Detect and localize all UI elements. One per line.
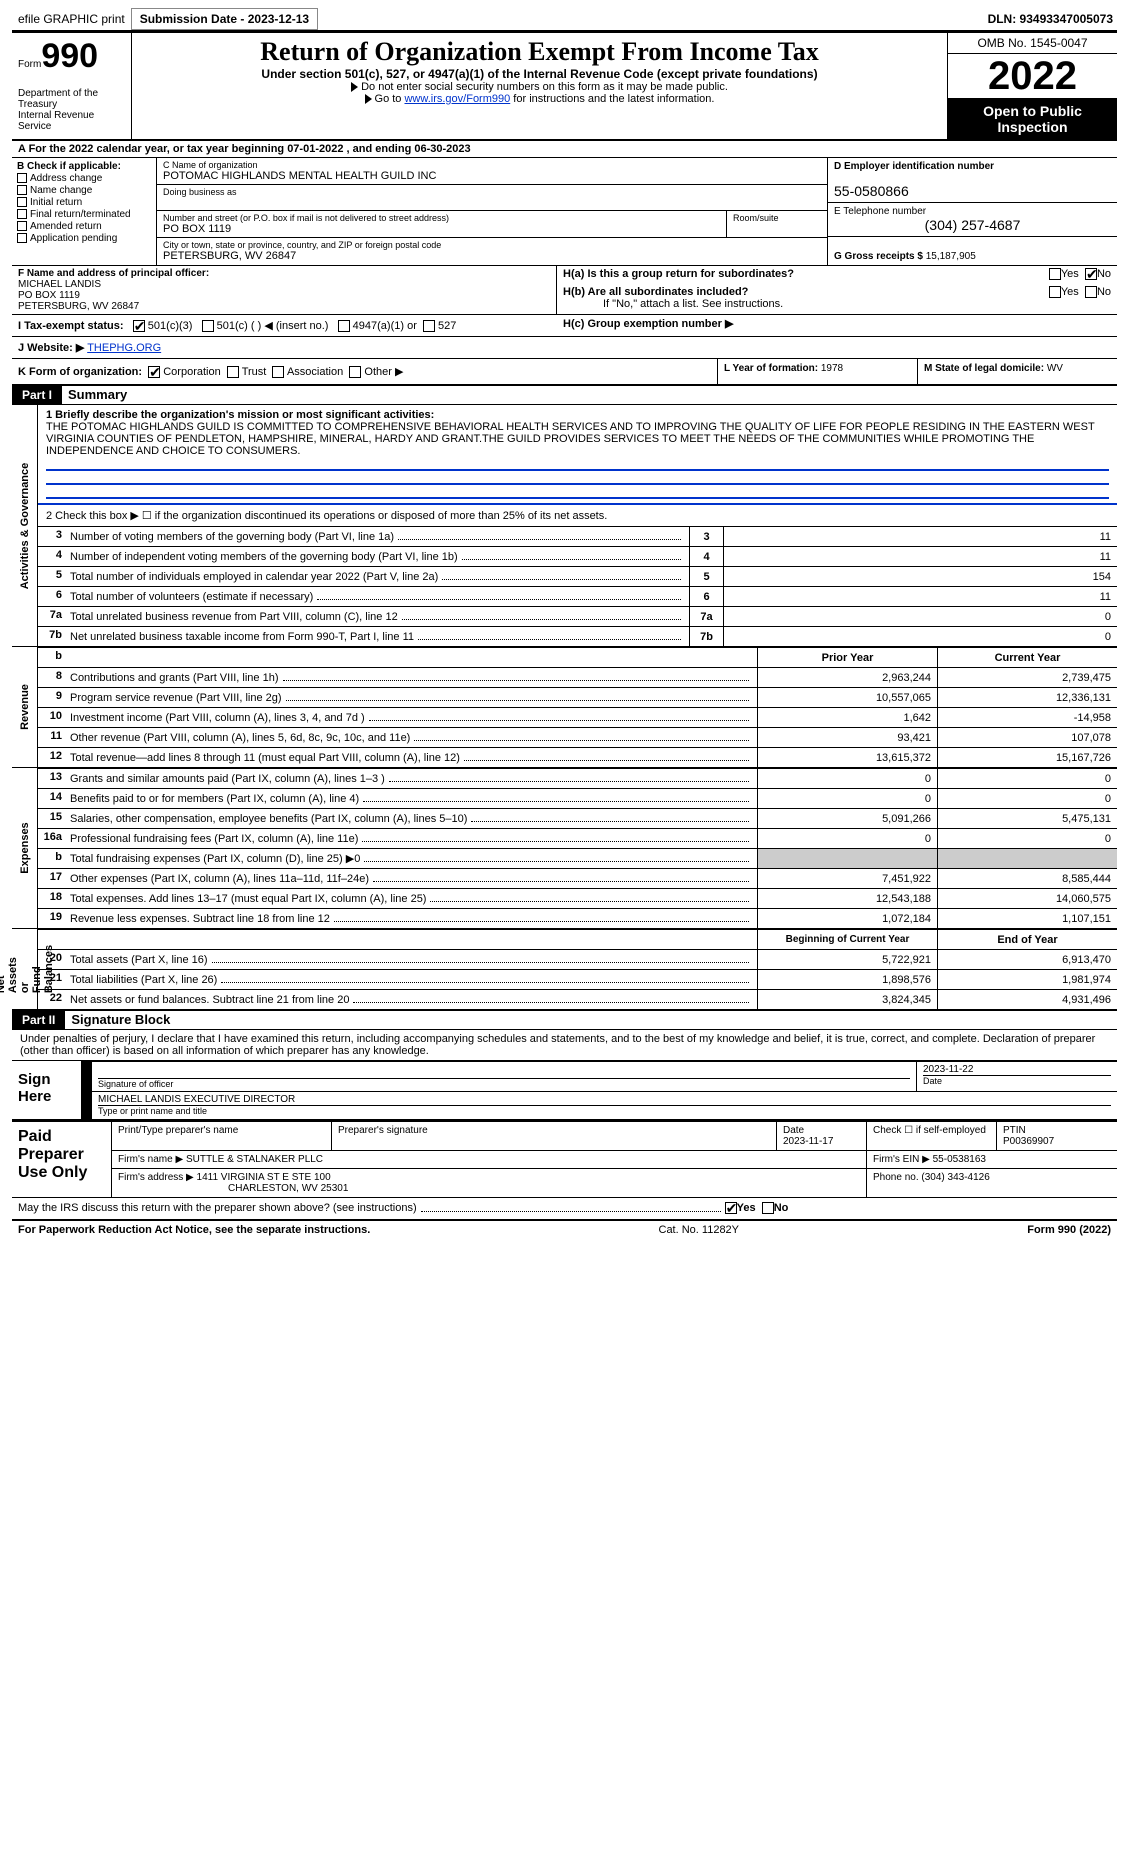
line-4: 4Number of independent voting members of… xyxy=(38,546,1117,566)
row-a-period: A For the 2022 calendar year, or tax yea… xyxy=(12,141,1117,158)
revenue-section: Revenue b Prior YearCurrent Year 8Contri… xyxy=(12,646,1117,767)
omb-number: OMB No. 1545-0047 xyxy=(948,33,1117,54)
check-b-column: B Check if applicable: Address change Na… xyxy=(12,158,157,265)
col-header-row: b Prior YearCurrent Year xyxy=(38,647,1117,667)
website-link[interactable]: THEPHG.ORG xyxy=(87,342,161,354)
line-7b: 7bNet unrelated business taxable income … xyxy=(38,626,1117,646)
dln: DLN: 93493347005073 xyxy=(988,12,1117,26)
vtab-gov: Activities & Governance xyxy=(19,462,31,589)
line-22: 22Net assets or fund balances. Subtract … xyxy=(38,989,1117,1009)
vtab-na: Net Assets or Fund Balances xyxy=(0,945,55,993)
org-name-cell: C Name of organization POTOMAC HIGHLANDS… xyxy=(157,158,827,185)
line-3: 3Number of voting members of the governi… xyxy=(38,526,1117,546)
form-title: Return of Organization Exempt From Incom… xyxy=(140,37,939,67)
prep-header-row: Print/Type preparer's name Preparer's si… xyxy=(112,1122,1117,1151)
line-15: 15Salaries, other compensation, employee… xyxy=(38,808,1117,828)
year-formation: L Year of formation: 1978 xyxy=(717,359,917,384)
website-row: J Website: ▶ THEPHG.ORG xyxy=(12,337,1117,358)
arrow-icon xyxy=(82,1092,92,1119)
submission-date: Submission Date - 2023-12-13 xyxy=(131,8,318,30)
footer-row: For Paperwork Reduction Act Notice, see … xyxy=(12,1219,1117,1239)
perjury-text: Under penalties of perjury, I declare th… xyxy=(12,1030,1117,1060)
line-11: 11Other revenue (Part VIII, column (A), … xyxy=(38,727,1117,747)
vtab-rev: Revenue xyxy=(19,684,31,730)
activities-governance-section: Activities & Governance 1 Briefly descri… xyxy=(12,405,1117,646)
na-col-header: Beginning of Current YearEnd of Year xyxy=(38,929,1117,949)
line-7a: 7aTotal unrelated business revenue from … xyxy=(38,606,1117,626)
sig-date-cell: 2023-11-22 Date xyxy=(917,1062,1117,1091)
city-cell: City or town, state or province, country… xyxy=(157,238,827,264)
expenses-section: Expenses 13Grants and similar amounts pa… xyxy=(12,767,1117,928)
efile-label: efile GRAPHIC print xyxy=(12,10,131,28)
irs-link[interactable]: www.irs.gov/Form990 xyxy=(404,93,510,105)
tax-year: 2022 xyxy=(948,54,1117,98)
netassets-section: Net Assets or Fund Balances Beginning of… xyxy=(12,928,1117,1011)
room-cell: Room/suite xyxy=(727,211,827,238)
line-6: 6Total number of volunteers (estimate if… xyxy=(38,586,1117,606)
arrow-icon xyxy=(82,1062,92,1091)
main-info-block: B Check if applicable: Address change Na… xyxy=(12,158,1117,266)
state-domicile: M State of legal domicile: WV xyxy=(917,359,1117,384)
officer-block: F Name and address of principal officer:… xyxy=(12,266,557,314)
firm-name-row: Firm's name ▶ SUTTLE & STALNAKER PLLC Fi… xyxy=(112,1151,1117,1169)
form-number: Form990 xyxy=(18,37,125,76)
line-14: 14Benefits paid to or for members (Part … xyxy=(38,788,1117,808)
form-header: Form990 Department of the Treasury Inter… xyxy=(12,32,1117,141)
firm-addr-row: Firm's address ▶ 1411 VIRGINIA ST E STE … xyxy=(112,1169,1117,1197)
sig-name-cell: MICHAEL LANDIS EXECUTIVE DIRECTOR Type o… xyxy=(92,1092,1117,1119)
line-19: 19Revenue less expenses. Subtract line 1… xyxy=(38,908,1117,928)
line-9: 9Program service revenue (Part VIII, lin… xyxy=(38,687,1117,707)
form-org-row: K Form of organization: Corporation Trus… xyxy=(12,359,717,384)
form-subtitle: Under section 501(c), 527, or 4947(a)(1)… xyxy=(140,67,939,81)
goto-note: Go to www.irs.gov/Form990 for instructio… xyxy=(140,93,939,105)
may-irs-row: May the IRS discuss this return with the… xyxy=(12,1197,1117,1219)
tel-cell: E Telephone number (304) 257-4687 xyxy=(828,203,1117,237)
line-12: 12Total revenue—add lines 8 through 11 (… xyxy=(38,747,1117,767)
line2-check: 2 Check this box ▶ ☐ if the organization… xyxy=(38,505,1117,526)
line-5: 5Total number of individuals employed in… xyxy=(38,566,1117,586)
line-17: 17Other expenses (Part IX, column (A), l… xyxy=(38,868,1117,888)
gross-cell: G Gross receipts $ 15,187,905 xyxy=(828,237,1117,265)
group-return-block: H(a) Is this a group return for subordin… xyxy=(557,266,1117,314)
part2-header: Part IISignature Block xyxy=(12,1011,1117,1030)
open-inspection: Open to Public Inspection xyxy=(948,98,1117,139)
ein-cell: D Employer identification number 55-0580… xyxy=(828,158,1117,203)
ssn-note: Do not enter social security numbers on … xyxy=(140,81,939,93)
sig-officer-cell: Signature of officer xyxy=(92,1062,917,1091)
mission-block: 1 Briefly describe the organization's mi… xyxy=(38,405,1117,505)
line-20: 20Total assets (Part X, line 16)5,722,92… xyxy=(38,949,1117,969)
vtab-exp: Expenses xyxy=(19,823,31,874)
street-cell: Number and street (or P.O. box if mail i… xyxy=(157,211,727,238)
line-16a: 16aProfessional fundraising fees (Part I… xyxy=(38,828,1117,848)
line-b: bTotal fundraising expenses (Part IX, co… xyxy=(38,848,1117,868)
sign-here-label: Sign Here xyxy=(12,1061,82,1119)
line-21: 21Total liabilities (Part X, line 26)1,8… xyxy=(38,969,1117,989)
hc-row: H(c) Group exemption number ▶ xyxy=(557,315,1117,336)
line-10: 10Investment income (Part VIII, column (… xyxy=(38,707,1117,727)
dept-label: Department of the Treasury Internal Reve… xyxy=(18,88,125,132)
dba-cell: Doing business as xyxy=(157,185,827,211)
tax-exempt-row: I Tax-exempt status: 501(c)(3) 501(c) ( … xyxy=(12,315,557,336)
paid-prep-label: Paid Preparer Use Only xyxy=(12,1122,112,1197)
topbar: efile GRAPHIC print Submission Date - 20… xyxy=(12,8,1117,32)
part1-header: Part ISummary xyxy=(12,386,1117,405)
line-8: 8Contributions and grants (Part VIII, li… xyxy=(38,667,1117,687)
line-18: 18Total expenses. Add lines 13–17 (must … xyxy=(38,888,1117,908)
line-13: 13Grants and similar amounts paid (Part … xyxy=(38,768,1117,788)
